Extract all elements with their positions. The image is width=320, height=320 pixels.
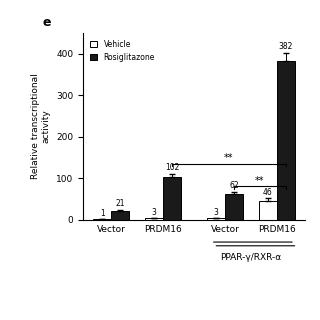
Bar: [259, 201, 277, 220]
Bar: [207, 219, 225, 220]
Text: 62: 62: [229, 181, 239, 190]
Y-axis label: Relative transcriptional
activity: Relative transcriptional activity: [31, 73, 50, 179]
Bar: [145, 219, 163, 220]
Text: 3: 3: [213, 208, 219, 217]
Bar: [163, 177, 181, 220]
Text: 21: 21: [116, 199, 125, 208]
Bar: [277, 61, 295, 220]
Text: 3: 3: [151, 208, 156, 217]
Bar: [111, 211, 129, 220]
Text: 382: 382: [279, 42, 293, 51]
Text: PPAR-γ/RXR-α: PPAR-γ/RXR-α: [220, 253, 282, 262]
Text: 46: 46: [263, 188, 273, 197]
Bar: [93, 219, 111, 220]
Text: 1: 1: [100, 209, 104, 218]
Text: **: **: [255, 176, 265, 186]
Legend: Vehicle, Rosiglitazone: Vehicle, Rosiglitazone: [87, 37, 158, 65]
Text: e: e: [43, 16, 52, 29]
Bar: [225, 194, 243, 220]
Text: **: **: [224, 153, 234, 163]
Text: 102: 102: [165, 163, 179, 172]
